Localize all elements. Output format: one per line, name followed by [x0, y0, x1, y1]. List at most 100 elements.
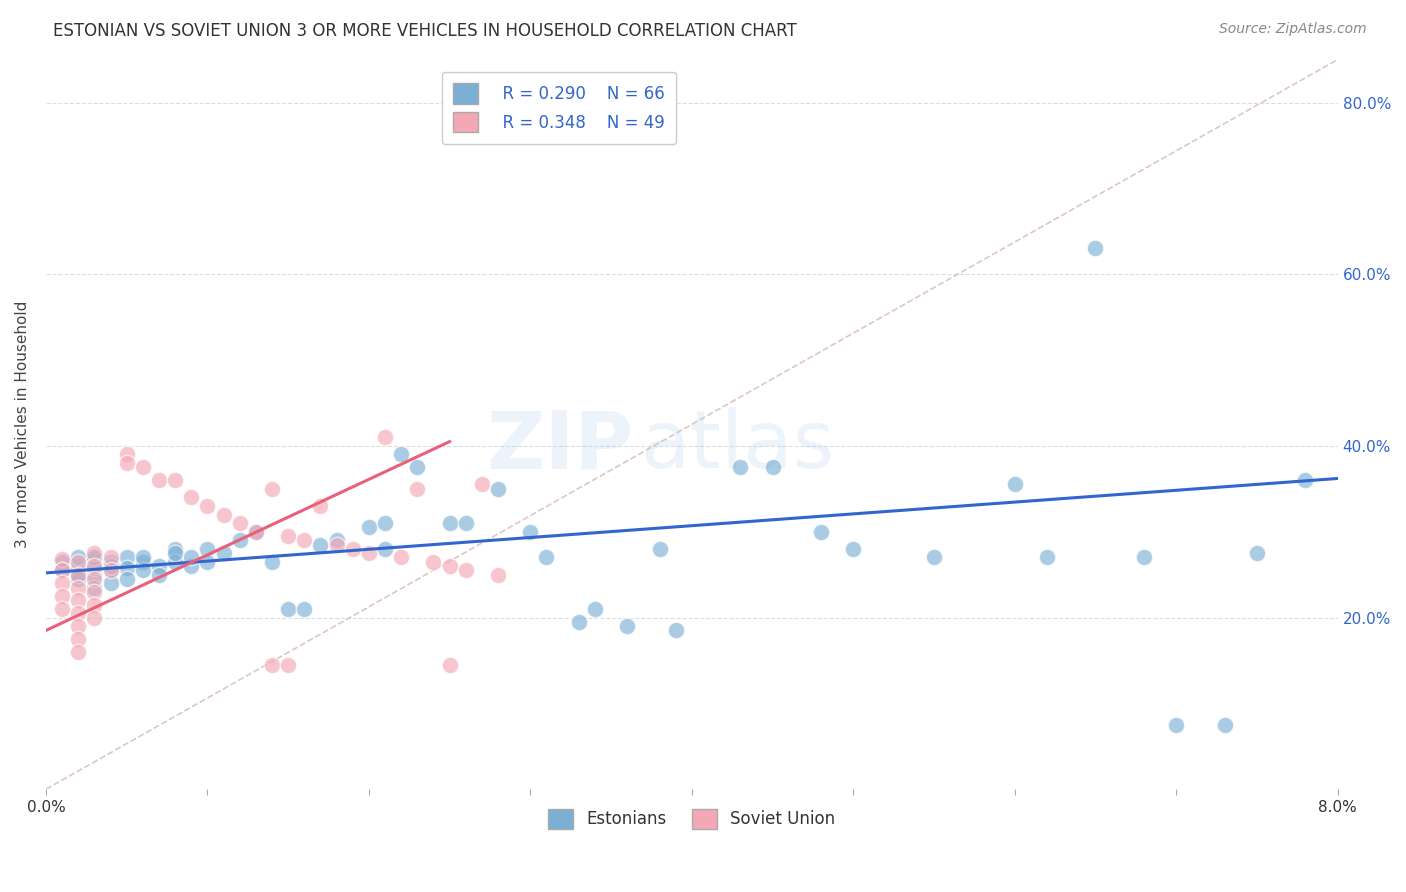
Point: [165, 555, 187, 569]
Point: [197, 499, 219, 513]
Point: [83, 584, 105, 599]
Point: [83, 567, 105, 582]
Point: [165, 473, 187, 487]
Point: [83, 581, 105, 595]
Point: [292, 602, 315, 616]
Point: [439, 657, 461, 672]
Point: [260, 555, 283, 569]
Point: [374, 516, 396, 530]
Point: [439, 516, 461, 530]
Point: [277, 602, 299, 616]
Point: [83, 559, 105, 574]
Point: [228, 516, 250, 530]
Point: [389, 447, 412, 461]
Point: [67, 619, 90, 633]
Text: atlas: atlas: [640, 408, 835, 485]
Text: ZIP: ZIP: [486, 408, 634, 485]
Point: [83, 550, 105, 565]
Point: [100, 559, 122, 574]
Point: [374, 541, 396, 556]
Point: [197, 541, 219, 556]
Point: [439, 559, 461, 574]
Point: [1004, 477, 1026, 491]
Point: [245, 524, 267, 539]
Point: [583, 602, 606, 616]
Point: [83, 572, 105, 586]
Point: [761, 460, 783, 475]
Point: [309, 538, 332, 552]
Point: [51, 552, 73, 566]
Point: [357, 546, 380, 560]
Point: [374, 430, 396, 444]
Point: [728, 460, 751, 475]
Point: [83, 610, 105, 624]
Point: [648, 541, 671, 556]
Point: [115, 550, 138, 565]
Point: [115, 447, 138, 461]
Point: [83, 598, 105, 612]
Point: [132, 563, 155, 577]
Point: [568, 615, 591, 629]
Point: [83, 561, 105, 575]
Point: [51, 589, 73, 603]
Point: [277, 529, 299, 543]
Point: [115, 561, 138, 575]
Point: [67, 645, 90, 659]
Point: [1084, 242, 1107, 256]
Point: [842, 541, 865, 556]
Point: [100, 555, 122, 569]
Point: [1213, 718, 1236, 732]
Point: [922, 550, 945, 565]
Point: [67, 607, 90, 621]
Point: [1133, 550, 1156, 565]
Legend: Estonians, Soviet Union: Estonians, Soviet Union: [541, 802, 842, 836]
Point: [212, 546, 235, 560]
Point: [536, 550, 558, 565]
Point: [228, 533, 250, 548]
Point: [810, 524, 832, 539]
Point: [115, 572, 138, 586]
Point: [132, 550, 155, 565]
Point: [51, 563, 73, 577]
Point: [51, 563, 73, 577]
Point: [616, 619, 638, 633]
Point: [389, 550, 412, 565]
Point: [67, 555, 90, 569]
Point: [325, 533, 347, 548]
Point: [260, 657, 283, 672]
Point: [67, 572, 90, 586]
Point: [165, 546, 187, 560]
Point: [115, 456, 138, 470]
Point: [406, 482, 429, 496]
Point: [67, 632, 90, 646]
Point: [486, 567, 509, 582]
Point: [51, 576, 73, 591]
Point: [83, 552, 105, 566]
Point: [148, 567, 170, 582]
Point: [67, 581, 90, 595]
Point: [180, 550, 202, 565]
Y-axis label: 3 or more Vehicles in Household: 3 or more Vehicles in Household: [15, 301, 30, 548]
Point: [100, 563, 122, 577]
Point: [148, 559, 170, 574]
Point: [454, 563, 477, 577]
Point: [67, 569, 90, 583]
Point: [471, 477, 494, 491]
Point: [325, 538, 347, 552]
Text: Source: ZipAtlas.com: Source: ZipAtlas.com: [1219, 22, 1367, 37]
Point: [132, 555, 155, 569]
Point: [454, 516, 477, 530]
Point: [486, 482, 509, 496]
Point: [357, 520, 380, 534]
Point: [277, 657, 299, 672]
Point: [148, 473, 170, 487]
Point: [165, 541, 187, 556]
Point: [67, 550, 90, 565]
Point: [422, 555, 444, 569]
Point: [1246, 546, 1268, 560]
Point: [1036, 550, 1059, 565]
Point: [406, 460, 429, 475]
Point: [309, 499, 332, 513]
Point: [51, 602, 73, 616]
Point: [245, 524, 267, 539]
